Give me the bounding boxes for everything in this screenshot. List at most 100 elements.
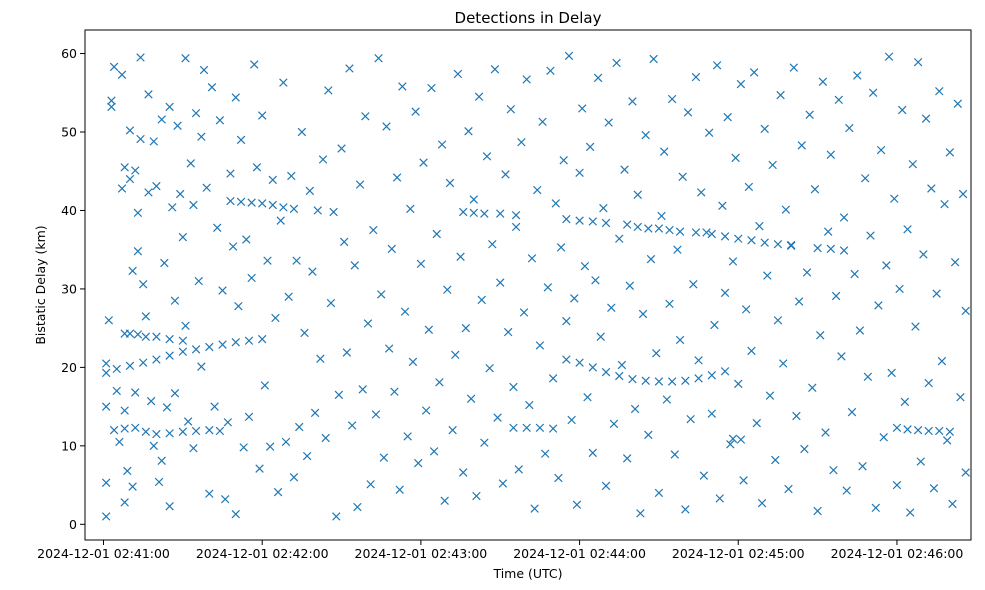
chart-title: Detections in Delay bbox=[455, 9, 602, 27]
data-point bbox=[689, 279, 698, 289]
data-point bbox=[921, 114, 931, 123]
data-point bbox=[347, 421, 357, 430]
data-point bbox=[890, 194, 899, 203]
data-point bbox=[781, 205, 791, 214]
data-point bbox=[641, 376, 650, 385]
data-point bbox=[273, 487, 283, 497]
data-point bbox=[496, 278, 505, 287]
data-point bbox=[577, 104, 587, 113]
data-point bbox=[625, 281, 635, 291]
data-point bbox=[916, 457, 925, 466]
data-point bbox=[657, 211, 666, 221]
data-point bbox=[818, 77, 828, 87]
data-point bbox=[173, 121, 182, 130]
data-point bbox=[141, 427, 151, 436]
data-point bbox=[493, 413, 502, 422]
data-point bbox=[477, 295, 486, 305]
data-point bbox=[662, 395, 672, 404]
data-point bbox=[205, 342, 214, 352]
data-point bbox=[596, 332, 605, 342]
data-point bbox=[718, 201, 727, 210]
data-point bbox=[903, 225, 912, 234]
data-point bbox=[924, 426, 933, 436]
data-point bbox=[488, 239, 497, 249]
plot-frame bbox=[84, 29, 972, 541]
x-tick-label: 2024-12-01 02:45:00 bbox=[672, 546, 805, 561]
data-point bbox=[165, 351, 174, 360]
data-point bbox=[498, 479, 508, 488]
data-point bbox=[712, 61, 722, 70]
data-point bbox=[141, 332, 151, 342]
x-tick-label: 2024-12-01 02:43:00 bbox=[355, 546, 488, 561]
data-point bbox=[133, 247, 143, 256]
data-point bbox=[252, 163, 262, 172]
data-point bbox=[168, 203, 177, 212]
data-point bbox=[152, 332, 161, 342]
data-point bbox=[950, 258, 960, 267]
data-point bbox=[403, 432, 412, 441]
data-point bbox=[948, 499, 957, 509]
data-point bbox=[707, 229, 717, 239]
data-point bbox=[178, 336, 188, 345]
data-point bbox=[443, 285, 452, 294]
data-point bbox=[882, 261, 891, 270]
data-point bbox=[845, 123, 854, 133]
data-point bbox=[376, 290, 386, 299]
data-point bbox=[104, 316, 114, 325]
data-point bbox=[622, 220, 632, 229]
data-point bbox=[149, 137, 158, 146]
data-point bbox=[593, 73, 603, 83]
data-point bbox=[501, 170, 510, 179]
data-point bbox=[411, 107, 420, 116]
data-point bbox=[546, 66, 555, 76]
data-point bbox=[866, 231, 875, 240]
data-point bbox=[244, 412, 254, 422]
data-point bbox=[210, 402, 219, 411]
data-point bbox=[591, 276, 600, 285]
data-point bbox=[263, 256, 272, 265]
data-point bbox=[469, 208, 479, 218]
data-point bbox=[281, 437, 291, 447]
data-point bbox=[887, 368, 896, 378]
data-point bbox=[652, 349, 661, 358]
data-point bbox=[813, 243, 822, 253]
data-point bbox=[755, 221, 764, 231]
x-axis: 2024-12-01 02:41:00 2024-12-01 02:42:00 20… bbox=[37, 540, 963, 561]
data-point bbox=[236, 135, 246, 145]
data-point bbox=[165, 102, 174, 112]
data-point bbox=[191, 108, 201, 118]
data-point bbox=[876, 145, 886, 155]
data-point bbox=[858, 462, 867, 471]
data-point bbox=[247, 198, 256, 207]
data-point bbox=[932, 289, 941, 298]
data-point bbox=[710, 320, 719, 330]
data-point bbox=[681, 376, 690, 385]
data-point bbox=[146, 396, 156, 406]
data-point bbox=[961, 468, 970, 477]
data-point bbox=[305, 186, 315, 196]
data-point bbox=[831, 291, 841, 301]
data-point bbox=[715, 494, 724, 503]
data-point bbox=[694, 374, 703, 383]
data-point bbox=[535, 423, 545, 433]
data-point bbox=[160, 258, 169, 268]
data-point bbox=[215, 116, 225, 125]
data-point bbox=[892, 423, 902, 433]
data-point bbox=[260, 381, 270, 390]
data-point bbox=[533, 185, 542, 195]
data-point bbox=[125, 174, 135, 184]
data-point bbox=[675, 335, 685, 345]
data-point bbox=[358, 385, 367, 394]
data-point bbox=[136, 134, 145, 144]
x-tick-label: 2024-12-01 02:46:00 bbox=[831, 546, 964, 561]
data-point bbox=[860, 174, 870, 183]
data-point bbox=[641, 130, 650, 140]
data-point bbox=[244, 336, 254, 345]
data-point bbox=[101, 402, 111, 411]
data-point bbox=[802, 268, 812, 277]
data-point bbox=[117, 184, 127, 193]
data-point bbox=[202, 183, 211, 192]
x-axis-label: Time (UTC) bbox=[492, 566, 562, 581]
data-point bbox=[686, 414, 695, 424]
